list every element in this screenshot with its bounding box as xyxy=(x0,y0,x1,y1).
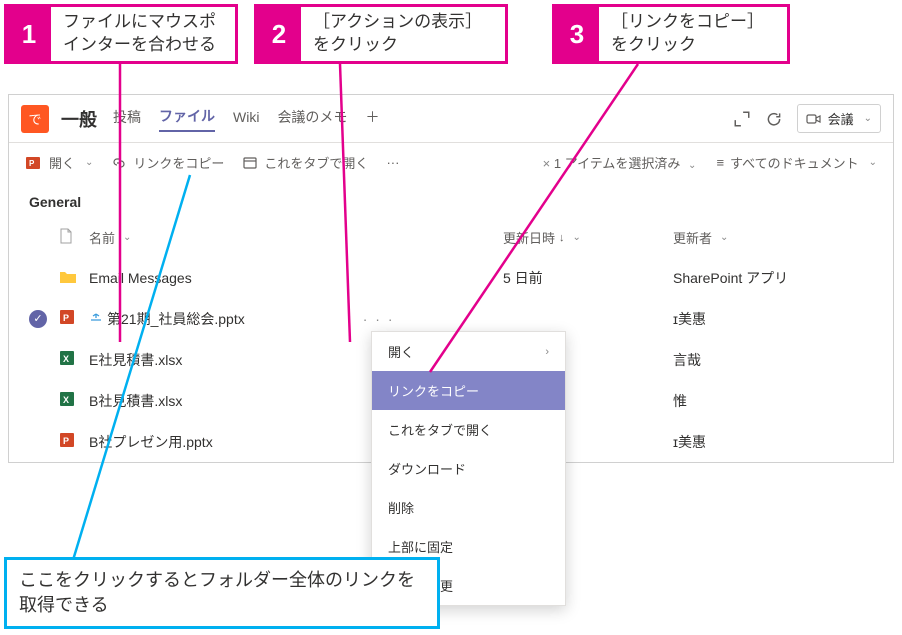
tab-files[interactable]: ファイル xyxy=(159,106,215,132)
header-right: 会議 ⌄ xyxy=(733,104,881,133)
camera-icon xyxy=(806,112,822,126)
row-checkbox[interactable] xyxy=(29,269,59,287)
file-author-cell: ɪ美惠 xyxy=(673,432,873,452)
context-menu-item[interactable]: リンクをコピー xyxy=(372,371,565,410)
file-name-cell[interactable]: 第21期_社員総会.pptx· · · xyxy=(89,309,503,329)
col-author-header[interactable]: 更新者⌄ xyxy=(673,228,873,247)
selected-count: × 1 アイテムを選択済み ⌄ xyxy=(543,153,697,172)
context-menu-item[interactable]: ダウンロード xyxy=(372,449,565,488)
col-date-header[interactable]: 更新日時 ↓⌄ xyxy=(503,228,673,247)
callout-3: 3 ［リンクをコピー］をクリック xyxy=(552,4,790,64)
callout-3-number: 3 xyxy=(555,7,599,61)
list-header: 名前⌄ 更新日時 ↓⌄ 更新者⌄ xyxy=(23,218,879,258)
teams-window: で 一般 投稿 ファイル Wiki 会議のメモ ＋ 会議 ⌄ P 開 xyxy=(8,94,894,463)
powerpoint-icon: P xyxy=(25,154,43,172)
context-menu-item[interactable]: 削除 xyxy=(372,488,565,527)
file-type-icon: P xyxy=(59,308,89,329)
callout-1-number: 1 xyxy=(7,7,51,61)
context-menu-item[interactable]: これをタブで開く xyxy=(372,410,565,449)
toolbar-right: × 1 アイテムを選択済み ⌄ ≡ すべてのドキュメント ⌄ xyxy=(543,153,877,172)
toolbar-open[interactable]: P 開く ⌄ xyxy=(25,153,93,172)
file-icon xyxy=(59,228,73,244)
toolbar-more[interactable]: ··· xyxy=(386,155,399,170)
tab-posts[interactable]: 投稿 xyxy=(113,107,141,131)
svg-text:X: X xyxy=(63,354,69,364)
chevron-down-icon: ⌄ xyxy=(869,157,877,168)
refresh-icon[interactable] xyxy=(765,110,783,128)
channel-name: 一般 xyxy=(61,106,97,132)
team-avatar[interactable]: で xyxy=(21,105,49,133)
tabs-container: 投稿 ファイル Wiki 会議のメモ ＋ xyxy=(113,106,379,132)
callout-2: 2 ［アクションの表示］をクリック xyxy=(254,4,508,64)
callout-3-text: ［リンクをコピー］をクリック xyxy=(599,7,787,61)
callout-1-text: ファイルにマウスポインターを合わせる xyxy=(51,7,235,61)
row-checkbox[interactable] xyxy=(29,392,59,410)
meeting-label: 会議 xyxy=(828,109,854,128)
callout-bottom: ここをクリックするとフォルダー全体のリンクを取得できる xyxy=(4,557,440,629)
chevron-down-icon: ⌄ xyxy=(85,157,93,168)
folder-breadcrumb[interactable]: General xyxy=(9,182,893,218)
file-author-cell: 言哉 xyxy=(673,350,873,370)
file-type-icon xyxy=(59,269,89,288)
file-row[interactable]: Email Messages5 日前SharePoint アプリ xyxy=(23,258,879,298)
file-type-icon: P xyxy=(59,431,89,452)
link-icon xyxy=(111,155,127,171)
toolbar-alldocs[interactable]: ≡ すべてのドキュメント ⌄ xyxy=(716,153,877,172)
svg-text:P: P xyxy=(29,159,35,168)
svg-text:P: P xyxy=(63,436,69,446)
svg-text:P: P xyxy=(63,313,69,323)
row-more-icon[interactable]: · · · xyxy=(355,311,403,327)
file-date-cell: 5 日前 xyxy=(503,268,673,288)
file-author-cell: 惟 xyxy=(673,391,873,411)
row-checkbox[interactable]: ✓ xyxy=(29,310,59,328)
file-type-icon: X xyxy=(59,349,89,370)
toolbar-opentab[interactable]: これをタブで開く xyxy=(242,153,368,172)
teams-header: で 一般 投稿 ファイル Wiki 会議のメモ ＋ 会議 ⌄ xyxy=(9,95,893,143)
file-author-cell: SharePoint アプリ xyxy=(673,268,873,288)
row-checkbox[interactable] xyxy=(29,351,59,369)
meeting-button[interactable]: 会議 ⌄ xyxy=(797,104,881,133)
file-name-cell[interactable]: Email Messages xyxy=(89,270,503,286)
tab-icon xyxy=(242,155,258,171)
context-menu-item[interactable]: 開く› xyxy=(372,332,565,371)
col-name-header[interactable]: 名前⌄ xyxy=(89,228,503,247)
svg-text:X: X xyxy=(63,395,69,405)
callout-2-text: ［アクションの表示］をクリック xyxy=(301,7,505,61)
file-type-icon: X xyxy=(59,390,89,411)
toolbar-copylink[interactable]: リンクをコピー xyxy=(111,153,224,172)
callout-1: 1 ファイルにマウスポインターを合わせる xyxy=(4,4,238,64)
row-checkbox[interactable] xyxy=(29,433,59,451)
callout-2-number: 2 xyxy=(257,7,301,61)
tab-add[interactable]: ＋ xyxy=(365,107,379,131)
chevron-down-icon: ⌄ xyxy=(864,113,872,124)
tab-wiki[interactable]: Wiki xyxy=(233,109,259,129)
expand-icon[interactable] xyxy=(733,110,751,128)
file-toolbar: P 開く ⌄ リンクをコピー これをタブで開く ··· × 1 アイテムを選択済… xyxy=(9,143,893,182)
tab-notes[interactable]: 会議のメモ xyxy=(277,107,347,131)
file-author-cell: ɪ美惠 xyxy=(673,309,873,329)
